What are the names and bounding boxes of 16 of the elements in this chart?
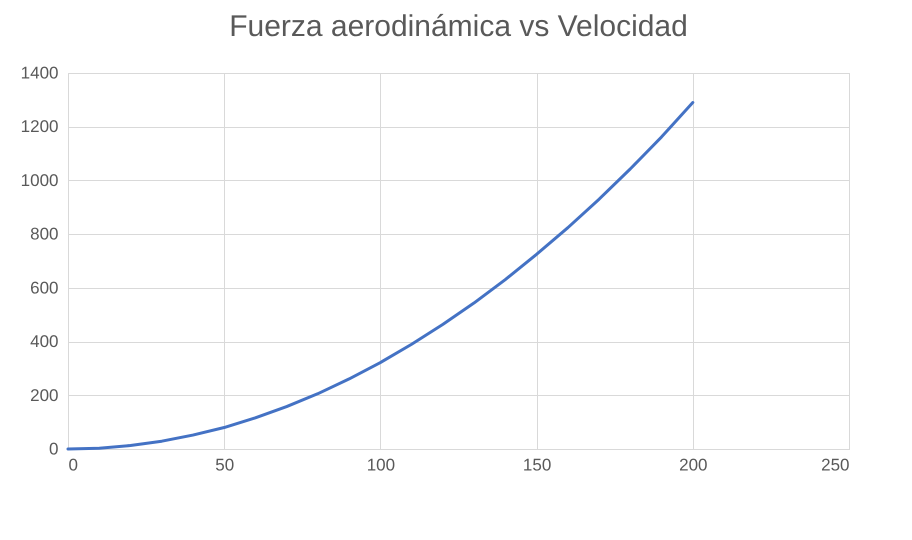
y-tick-label: 200 [30, 386, 58, 405]
y-tick-label: 800 [30, 224, 58, 244]
x-tick-label: 50 [215, 456, 234, 474]
x-tick-label: 0 [68, 456, 78, 474]
y-tick-label: 400 [30, 332, 58, 352]
chart-title: Fuerza aerodinámica vs Velocidad [229, 10, 688, 43]
x-tick-label: 250 [821, 456, 850, 474]
line-series [66, 101, 694, 450]
y-tick-label: 0 [49, 440, 58, 458]
x-tick-label: 100 [366, 456, 396, 474]
y-tick-label: 600 [30, 278, 58, 298]
y-tick-label: 1400 [20, 64, 58, 82]
x-tick-label: 150 [522, 456, 552, 474]
x-tick-label: 200 [679, 456, 708, 474]
y-tick-label: 1200 [20, 117, 58, 136]
y-tick-label: 1000 [20, 170, 58, 190]
